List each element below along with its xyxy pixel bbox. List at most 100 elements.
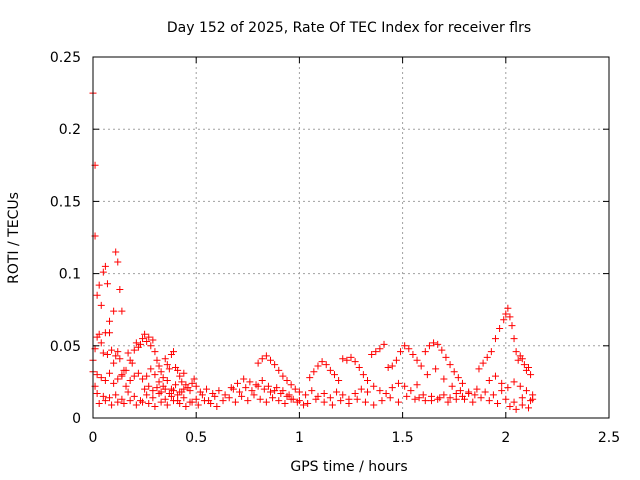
- data-point: [147, 342, 155, 350]
- data-point: [238, 392, 246, 400]
- data-point: [124, 388, 132, 396]
- data-point: [143, 391, 151, 399]
- data-point: [525, 363, 533, 371]
- data-point: [388, 362, 396, 370]
- data-point: [339, 391, 347, 399]
- data-point: [145, 400, 153, 408]
- data-point: [139, 335, 147, 343]
- data-point: [411, 395, 419, 403]
- data-point: [203, 385, 211, 393]
- data-point: [233, 379, 241, 387]
- data-point: [151, 402, 159, 410]
- data-point: [496, 324, 504, 332]
- data-point: [147, 365, 155, 373]
- data-point: [333, 388, 341, 396]
- data-point: [118, 371, 126, 379]
- data-point: [99, 268, 107, 276]
- data-point: [134, 369, 142, 377]
- data-point: [304, 400, 312, 408]
- data-point: [320, 389, 328, 397]
- data-point: [413, 356, 421, 364]
- data-point: [516, 382, 524, 390]
- data-point: [269, 394, 277, 402]
- data-point: [425, 342, 433, 350]
- data-point: [291, 385, 299, 393]
- data-point: [353, 395, 361, 403]
- data-point: [163, 376, 171, 384]
- data-point: [326, 366, 334, 374]
- data-point: [161, 395, 169, 403]
- data-point: [126, 397, 134, 405]
- data-point: [139, 375, 147, 383]
- data-point: [275, 397, 283, 405]
- data-point: [116, 285, 124, 293]
- data-point: [254, 359, 262, 367]
- data-point: [240, 375, 248, 383]
- data-point: [95, 330, 103, 338]
- data-point: [423, 371, 431, 379]
- data-point: [207, 400, 215, 408]
- data-point: [93, 291, 101, 299]
- data-point: [483, 353, 491, 361]
- data-point: [97, 301, 105, 309]
- data-point: [485, 376, 493, 384]
- data-point: [518, 355, 526, 363]
- data-point: [487, 348, 495, 356]
- data-point: [108, 401, 116, 409]
- data-point: [359, 371, 367, 379]
- data-point: [95, 400, 103, 408]
- data-point: [112, 248, 120, 256]
- data-point: [114, 398, 122, 406]
- data-point: [248, 387, 256, 395]
- y-tick-label: 0.2: [59, 122, 81, 138]
- data-point: [163, 401, 171, 409]
- data-point: [279, 387, 287, 395]
- data-point: [504, 304, 512, 312]
- data-point: [300, 401, 308, 409]
- data-point: [506, 402, 514, 410]
- data-point: [112, 352, 120, 360]
- y-tick-label: 0.05: [50, 339, 81, 355]
- data-point: [421, 348, 429, 356]
- data-point: [458, 379, 466, 387]
- data-point: [330, 371, 338, 379]
- data-point: [188, 379, 196, 387]
- data-point: [454, 374, 462, 382]
- data-point: [169, 397, 177, 405]
- data-point: [438, 346, 446, 354]
- data-point: [471, 391, 479, 399]
- data-point: [153, 384, 161, 392]
- data-point: [339, 355, 347, 363]
- data-point: [370, 382, 378, 390]
- data-point: [322, 361, 330, 369]
- data-point: [500, 316, 508, 324]
- data-point: [527, 371, 535, 379]
- data-point: [244, 397, 252, 405]
- data-point: [157, 368, 165, 376]
- data-point: [498, 379, 506, 387]
- data-point: [351, 358, 359, 366]
- data-point: [231, 398, 239, 406]
- data-point: [477, 394, 485, 402]
- data-point: [312, 395, 320, 403]
- data-point: [337, 397, 345, 405]
- data-point: [380, 340, 388, 348]
- data-point: [510, 378, 518, 386]
- data-point: [260, 385, 268, 393]
- data-point: [502, 395, 510, 403]
- data-point: [157, 388, 165, 396]
- data-point: [176, 400, 184, 408]
- y-axis-label: ROTI / TECUs: [6, 192, 22, 284]
- data-point: [130, 392, 138, 400]
- data-point: [165, 389, 173, 397]
- data-point: [155, 378, 163, 386]
- data-point: [364, 376, 372, 384]
- data-point: [403, 392, 411, 400]
- data-point: [384, 363, 392, 371]
- data-point: [295, 388, 303, 396]
- data-point: [101, 397, 109, 405]
- data-point: [103, 280, 111, 288]
- data-point: [514, 356, 522, 364]
- data-point: [196, 388, 204, 396]
